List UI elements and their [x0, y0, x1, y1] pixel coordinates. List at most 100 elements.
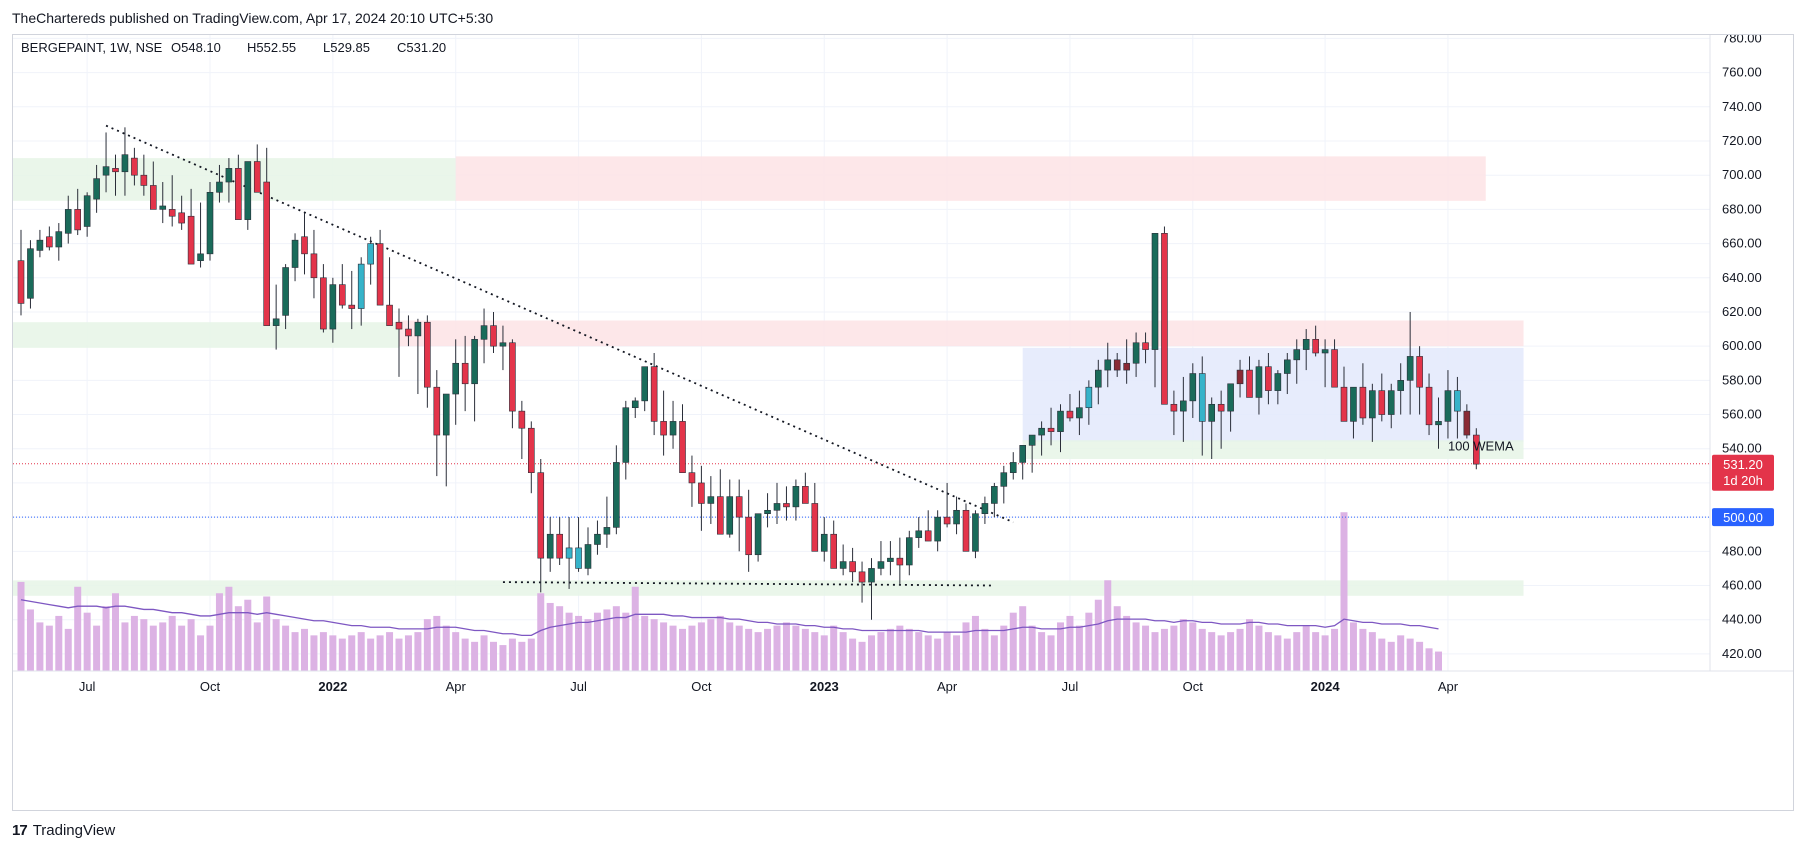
volume-bar — [1142, 625, 1150, 671]
price-tick-label: 480.00 — [1722, 543, 1762, 558]
volume-bar — [679, 628, 686, 671]
candle-body — [631, 400, 639, 409]
candle — [1274, 370, 1282, 405]
candle — [1151, 233, 1159, 388]
candle-body — [216, 181, 223, 193]
candle — [150, 161, 157, 210]
candle — [405, 315, 412, 347]
candle — [565, 517, 573, 589]
candle — [27, 240, 34, 309]
candle — [376, 229, 384, 306]
candle-body — [367, 243, 374, 265]
candle-body — [924, 530, 932, 542]
candle-body — [1416, 356, 1423, 388]
volume-bar — [74, 586, 82, 671]
volume-bar — [1019, 606, 1027, 671]
candlestick-chart[interactable]: 780.00 760.00 740.00 720.00 700.00 680.00 660.… — [13, 35, 1793, 810]
candle-body — [688, 472, 696, 484]
candle-body — [1369, 390, 1376, 419]
candle-body — [405, 328, 412, 337]
candle — [1038, 421, 1045, 456]
supply-zone — [399, 320, 1524, 347]
candle-body — [1321, 349, 1329, 354]
volume-bar — [1198, 628, 1206, 671]
price-tick-label: 560.00 — [1722, 407, 1762, 422]
candle — [527, 421, 535, 494]
candle — [1321, 339, 1329, 388]
candle-body — [849, 561, 856, 573]
candle-body — [140, 174, 148, 186]
candle — [509, 339, 516, 429]
volume-bar — [1000, 625, 1008, 671]
candle — [537, 459, 545, 593]
volume-bar — [1359, 628, 1367, 671]
volume-bar — [1397, 635, 1405, 671]
volume-bar — [726, 622, 734, 671]
candle — [301, 212, 308, 275]
volume-bar — [1406, 638, 1414, 671]
candle-body — [376, 243, 384, 306]
candle-body — [1038, 427, 1045, 436]
candle-body — [159, 205, 167, 210]
volume-bar — [971, 615, 979, 671]
price-axis[interactable]: 780.00 760.00 740.00 720.00 700.00 680.00 660.… — [1709, 35, 1762, 671]
candle — [1189, 363, 1197, 418]
footer-brand[interactable]: 17 TradingView — [12, 822, 115, 839]
volume-bar — [1123, 615, 1131, 671]
candle-body — [1312, 339, 1319, 354]
volume-bar — [480, 635, 488, 671]
time-tick-label: Oct — [1183, 679, 1204, 694]
candle-body — [905, 537, 913, 566]
candle-body — [896, 557, 904, 566]
volume-bar — [782, 622, 790, 671]
candle-body — [764, 509, 771, 515]
volume-bar — [461, 638, 469, 671]
candle — [1397, 363, 1404, 415]
volume-bar — [641, 615, 649, 671]
candle-body — [102, 166, 110, 176]
volume-bar — [338, 638, 346, 671]
candle — [442, 393, 450, 487]
volume-bar — [168, 615, 176, 671]
volume-bar — [1009, 612, 1017, 671]
volume-bar — [1189, 622, 1197, 671]
time-axis[interactable]: Jul Oct 2022 Apr Jul Oct 2023 Apr Jul Oct 2024 Apr — [13, 670, 1793, 694]
price-tick-label: 460.00 — [1722, 578, 1762, 593]
volume-bar — [93, 625, 101, 671]
candle — [310, 229, 318, 299]
candle — [348, 270, 356, 330]
volume-bar — [1179, 619, 1187, 671]
candle — [735, 479, 743, 552]
volume-bar — [386, 632, 394, 671]
volume-bar — [622, 612, 630, 671]
price-tick-label: 700.00 — [1722, 167, 1762, 182]
candle — [1340, 366, 1348, 422]
candle — [584, 527, 592, 576]
price-tick-label: 600.00 — [1722, 338, 1762, 353]
candle-body — [272, 318, 280, 326]
volume-bar — [849, 638, 857, 671]
volume-bar — [1113, 606, 1121, 671]
candle-body — [1189, 373, 1197, 402]
candle-body — [1208, 403, 1215, 422]
candle-body — [650, 366, 658, 422]
volume-bar — [868, 635, 875, 671]
candle — [1057, 404, 1064, 453]
volume-bar — [234, 606, 242, 671]
volume-bar — [244, 599, 252, 671]
candle — [792, 479, 800, 521]
volume-bar — [924, 635, 932, 671]
volume-bar — [395, 638, 403, 671]
candle-body — [735, 496, 743, 518]
chart-frame[interactable]: 780.00 760.00 740.00 720.00 700.00 680.00 660.… — [12, 34, 1794, 811]
candle — [1284, 353, 1291, 395]
volume-bar — [792, 625, 800, 671]
volume-bar — [215, 593, 223, 671]
candle — [698, 465, 705, 531]
high-value: H552.55 — [247, 40, 296, 55]
candle — [112, 154, 119, 196]
level-500-text: 500.00 — [1723, 510, 1763, 525]
volume-bar — [310, 635, 318, 671]
candle-body — [962, 509, 970, 552]
candle-body — [17, 260, 25, 304]
